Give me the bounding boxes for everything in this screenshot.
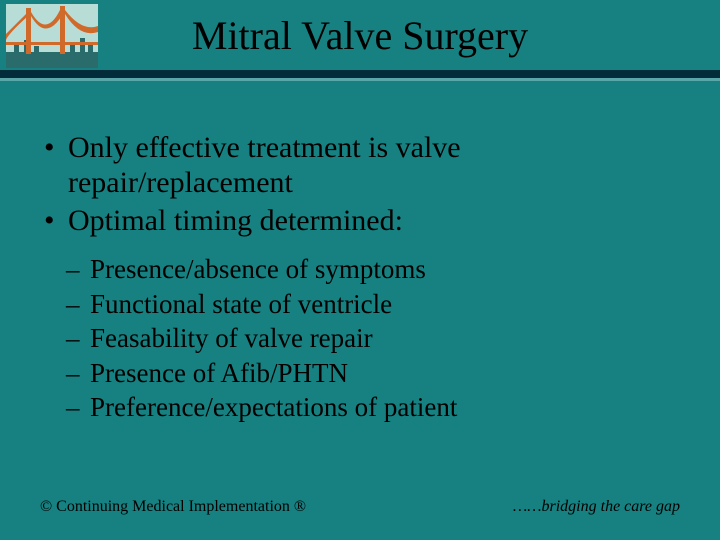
sub-bullet-item: Preference/expectations of patient [66, 390, 680, 425]
footer-tagline: ……bridging the care gap [513, 498, 680, 516]
sub-bullet-item: Functional state of ventricle [66, 287, 680, 322]
sub-bullet-item: Presence of Afib/PHTN [66, 356, 680, 391]
header-divider [0, 70, 720, 84]
bullet-item: Only effective treatment is valve repair… [40, 130, 680, 201]
sub-bullet-item: Feasability of valve repair [66, 321, 680, 356]
slide-footer: © Continuing Medical Implementation ® ……… [0, 498, 720, 516]
slide-header: Mitral Valve Surgery [0, 0, 720, 76]
slide-body: Only effective treatment is valve repair… [40, 130, 680, 425]
footer-copyright: © Continuing Medical Implementation ® [40, 498, 306, 516]
slide-title: Mitral Valve Surgery [0, 12, 720, 59]
bullet-item: Optimal timing determined: [40, 203, 680, 238]
sub-bullet-item: Presence/absence of symptoms [66, 252, 680, 287]
